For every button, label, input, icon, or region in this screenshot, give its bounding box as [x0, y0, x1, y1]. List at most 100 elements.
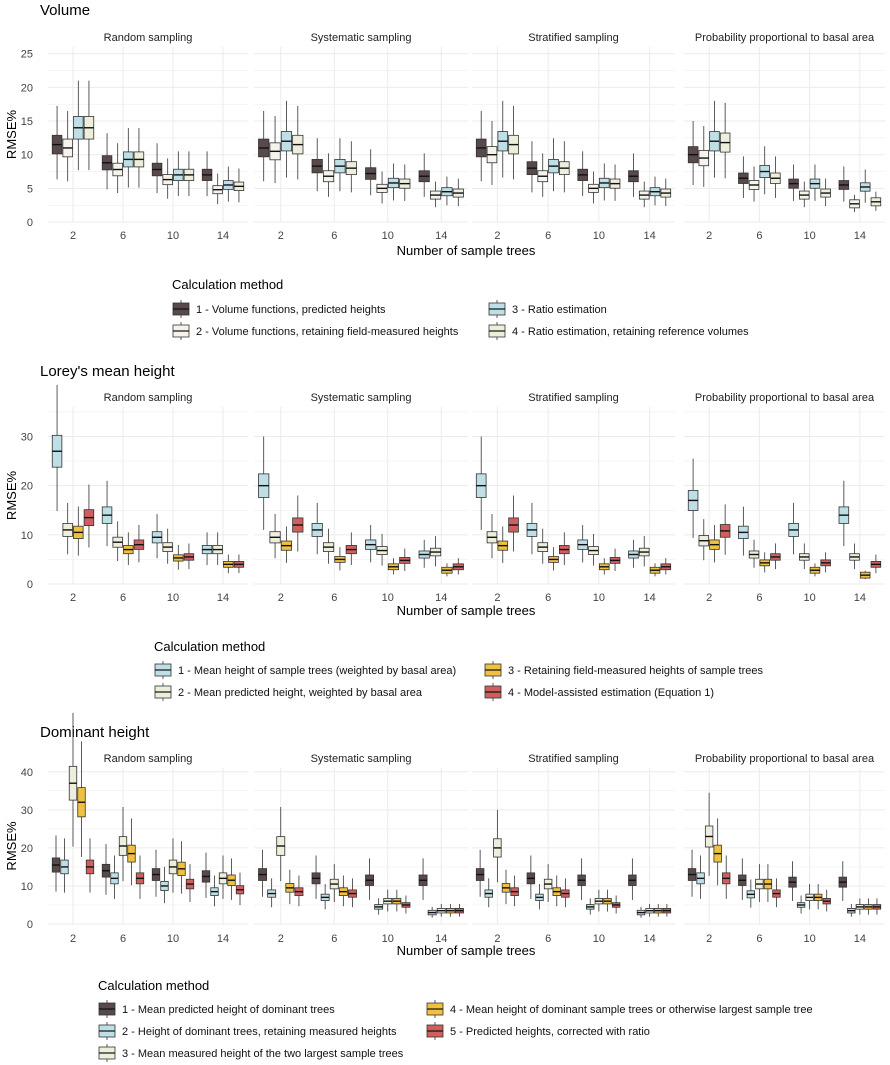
box [645, 904, 654, 917]
x-tick-label: 14 [644, 592, 656, 604]
box [486, 121, 498, 185]
box [559, 141, 570, 193]
box [548, 138, 559, 192]
y-tick-label: 10 [21, 530, 33, 542]
box [62, 502, 73, 555]
box [183, 151, 195, 197]
legend-entry: 3 - Retaining field-measured heights of … [484, 661, 763, 679]
legend-entry: 1 - Volume functions, predicted heights [172, 300, 386, 318]
box [162, 158, 173, 199]
box [185, 864, 195, 903]
box [822, 889, 831, 912]
x-tick-label: 6 [756, 230, 762, 242]
box [258, 110, 270, 182]
box [872, 898, 882, 915]
chart-3: Dominant height RMSE% 0 10 20 30 40 Number of s… [4, 712, 885, 1062]
box [636, 906, 646, 918]
x-tick-label: 10 [167, 230, 179, 242]
box [51, 835, 61, 892]
y-tick-label: 20 [21, 843, 33, 855]
y-axis-label: RMSE% [4, 821, 19, 871]
facet-label: Systematic sampling [311, 32, 412, 44]
box [838, 861, 847, 901]
x-tick-label: 2 [706, 592, 712, 604]
facet-label: Probability proportional to basal area [695, 32, 875, 44]
x-tick-label: 10 [382, 592, 394, 604]
x-tick-label: 2 [278, 230, 284, 242]
box [526, 502, 538, 555]
box [598, 163, 610, 201]
legend-label: 5 - Predicted heights, corrected with ra… [450, 1026, 650, 1038]
box [738, 858, 747, 900]
box [537, 528, 549, 564]
box [543, 864, 553, 903]
box [537, 153, 549, 197]
box [799, 181, 810, 208]
box [73, 80, 84, 171]
box [748, 539, 760, 568]
facet-label: Random sampling [104, 392, 193, 404]
x-tick-label: 14 [854, 933, 866, 945]
box [510, 875, 519, 907]
facet-panel: Stratified sampling 2 6 10 14 [472, 392, 675, 604]
x-axis-label: Number of sample trees [397, 603, 536, 618]
legend-label: 1 - Mean height of sample trees (weighte… [178, 665, 456, 677]
legend-entry: 4 - Mean height of dominant sample trees… [426, 1000, 813, 1018]
box [376, 533, 388, 566]
x-tick-label: 6 [120, 592, 126, 604]
box [77, 741, 86, 858]
box [392, 889, 402, 912]
box [345, 532, 357, 566]
box [110, 855, 119, 899]
legend-title: Calculation method [154, 639, 265, 654]
box [151, 513, 163, 559]
x-tick-label: 2 [494, 933, 500, 945]
box [118, 807, 128, 882]
box [475, 110, 487, 182]
x-tick-label: 14 [217, 933, 229, 945]
box [418, 858, 428, 900]
legend-entry: 1 - Mean predicted height of dominant tr… [98, 1000, 335, 1018]
box [292, 105, 304, 180]
box [660, 558, 672, 575]
x-tick-label: 14 [217, 592, 229, 604]
legend-label: 2 - Mean predicted height, weighted by b… [178, 687, 423, 699]
box [820, 552, 831, 573]
x-tick-label: 2 [494, 592, 500, 604]
box [609, 164, 621, 201]
box [855, 898, 865, 915]
box [588, 533, 599, 566]
facet-panel: Random sampling 2 6 10 14 [48, 712, 248, 945]
x-tick-label: 6 [756, 933, 762, 945]
facet-panel: Systematic sampling 2 6 10 14 [254, 392, 468, 604]
box [201, 852, 211, 898]
box [401, 895, 411, 914]
legend-label: 3 - Ratio estimation [512, 304, 607, 316]
box [334, 547, 346, 571]
box [329, 864, 339, 903]
chart-1: Volume RMSE% 0 5 10 15 20 25 Number of sample tr… [4, 2, 885, 340]
box [227, 858, 236, 900]
box [484, 878, 493, 908]
box [338, 875, 348, 907]
box [577, 151, 588, 197]
box [51, 105, 63, 180]
box [68, 712, 78, 847]
box [267, 878, 277, 908]
box [429, 181, 442, 208]
box [62, 110, 73, 182]
box [535, 884, 544, 910]
x-tick-label: 6 [331, 230, 337, 242]
box [292, 495, 304, 552]
box [508, 495, 519, 552]
x-tick-label: 2 [70, 230, 76, 242]
box [201, 151, 213, 197]
box [135, 855, 145, 899]
legend-entry: 3 - Mean measured height of the two larg… [98, 1044, 404, 1062]
box [696, 855, 705, 899]
box [83, 80, 95, 171]
box [112, 521, 123, 562]
box [709, 100, 720, 178]
box [320, 884, 330, 910]
